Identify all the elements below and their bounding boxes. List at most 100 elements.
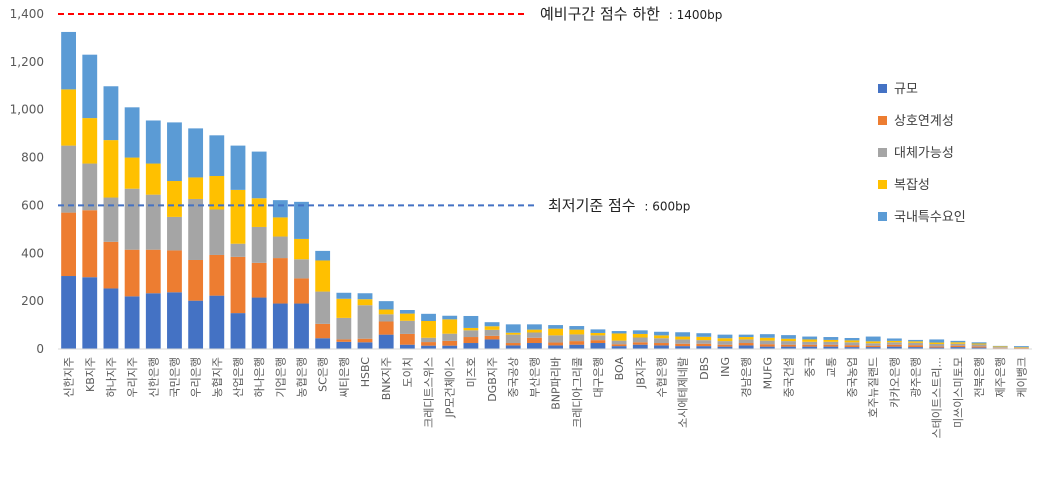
x-tick-label: 하나지주 [104, 357, 118, 397]
y-tick-label: 600 [21, 198, 44, 212]
bar-segment-3-9 [230, 243, 246, 257]
bar-segment-2-36 [802, 344, 818, 347]
bar-segment-4-26 [590, 332, 606, 336]
reference-label-1400: 예비구간 점수 하한 : 1400bp [540, 5, 722, 23]
bar-segment-2-13 [315, 323, 331, 339]
bar-segment-4-36 [802, 339, 818, 342]
bar-segment-2-31 [696, 343, 712, 347]
x-tick-label: HSBC [359, 357, 372, 388]
bar-segment-3-38 [844, 342, 860, 346]
bar-segment-3-42 [929, 343, 945, 347]
bar-segment-5-18 [421, 313, 436, 321]
reference-label-1400-text: 예비구간 점수 하한 [540, 5, 660, 23]
bar-segment-5-32 [717, 334, 733, 339]
bar-segment-5-11 [272, 200, 288, 218]
x-tick-label: SC은행 [317, 357, 330, 392]
x-tick-label: 수협은행 [655, 357, 668, 397]
legend-label-1: 규모 [894, 82, 918, 97]
bar-segment-1-7 [188, 300, 204, 349]
x-tick-label: 산업은행 [232, 357, 245, 397]
bar-segment-3-19 [442, 333, 458, 341]
bar-segment-1-40 [886, 346, 902, 349]
bars [61, 31, 1029, 349]
bar-segment-4-41 [908, 341, 923, 343]
x-tick-label: 경남은행 [740, 357, 753, 397]
bar-segment-1-12 [294, 303, 309, 349]
bar-segment-1-6 [167, 292, 182, 349]
bar-segment-4-17 [399, 313, 415, 321]
bar-segment-4-12 [294, 238, 309, 260]
bar-segment-2-40 [886, 344, 902, 347]
x-tick-label: 신한지주 [63, 357, 76, 397]
y-tick-label: 800 [21, 151, 44, 165]
bar-segment-4-21 [484, 326, 500, 330]
bar-segment-1-39 [865, 347, 881, 349]
y-axis: 0 200 400 600 800 1,000 1,200 1,400 [10, 7, 44, 356]
bar-segment-5-40 [886, 338, 902, 341]
bar-segment-2-27 [611, 344, 627, 347]
bar-segment-3-31 [696, 340, 712, 344]
bar-segment-1-26 [590, 343, 606, 349]
bar-segment-2-3 [103, 241, 119, 289]
x-tick-label: 농협은행 [296, 357, 309, 397]
bar-segment-3-23 [527, 332, 542, 338]
x-tick-label: 크레디트스위스 [423, 357, 436, 428]
legend-swatch-1 [878, 84, 887, 93]
x-tick-label: ING [719, 357, 732, 377]
bar-segment-3-8 [209, 209, 225, 255]
bar-segment-2-4 [124, 249, 140, 297]
x-tick-label: 교통 [825, 357, 838, 377]
bar-segment-3-35 [781, 341, 796, 345]
bar-segment-4-23 [527, 329, 542, 333]
bar-segment-1-1 [61, 276, 76, 349]
bar-segment-5-29 [654, 331, 669, 336]
bar-segment-1-16 [378, 334, 394, 349]
bar-segment-3-24 [548, 335, 563, 343]
bar-segment-2-30 [675, 343, 691, 347]
bar-segment-2-21 [484, 335, 500, 340]
x-tick-label: 우리지주 [126, 357, 139, 397]
x-tick-label: 중국건설 [783, 357, 796, 397]
bar-segment-5-4 [124, 107, 140, 158]
bar-segment-3-34 [759, 340, 775, 345]
x-tick-label: BNP파리바 [550, 357, 563, 410]
bar-segment-4-32 [717, 338, 733, 342]
bar-segment-1-44 [971, 347, 987, 349]
bar-segment-3-41 [908, 342, 923, 346]
bar-segment-3-39 [865, 343, 881, 346]
bar-segment-1-19 [442, 345, 458, 349]
x-tick-label: MUFG [761, 357, 774, 389]
bar-segment-5-25 [569, 326, 585, 330]
bar-segment-4-22 [505, 332, 521, 335]
bar-segment-5-41 [908, 339, 923, 342]
bar-segment-3-5 [145, 194, 161, 250]
bar-segment-3-26 [590, 335, 606, 341]
bar-segment-5-21 [484, 322, 500, 327]
bar-segment-4-1 [61, 89, 76, 146]
bar-segment-4-39 [865, 341, 881, 344]
y-tick-label: 1,400 [10, 7, 44, 21]
bar-segment-1-24 [548, 345, 563, 349]
bar-segment-2-34 [759, 344, 775, 347]
bar-segment-4-44 [971, 343, 987, 345]
bar-segment-5-27 [611, 331, 627, 334]
reference-lines: 예비구간 점수 하한 : 1400bp 최저기준 점수 : 600bp [58, 5, 722, 214]
bar-segment-5-7 [188, 128, 204, 178]
x-tick-label: 농협지주 [211, 357, 224, 397]
bar-segment-3-29 [654, 338, 669, 344]
y-tick-label: 1,000 [10, 103, 44, 117]
bar-segment-2-9 [230, 256, 246, 314]
bar-segment-5-6 [167, 122, 182, 182]
bar-segment-5-28 [632, 330, 648, 334]
bar-segment-2-19 [442, 340, 458, 346]
x-tick-label: JB지주 [634, 357, 647, 389]
bar-segment-3-1 [61, 145, 76, 213]
legend-swatch-5 [878, 212, 887, 221]
legend-swatch-3 [878, 148, 887, 157]
bar-segment-4-37 [823, 339, 839, 342]
bar-segment-4-10 [251, 198, 267, 227]
bar-segment-3-27 [611, 340, 627, 345]
bar-segment-5-13 [315, 250, 331, 261]
